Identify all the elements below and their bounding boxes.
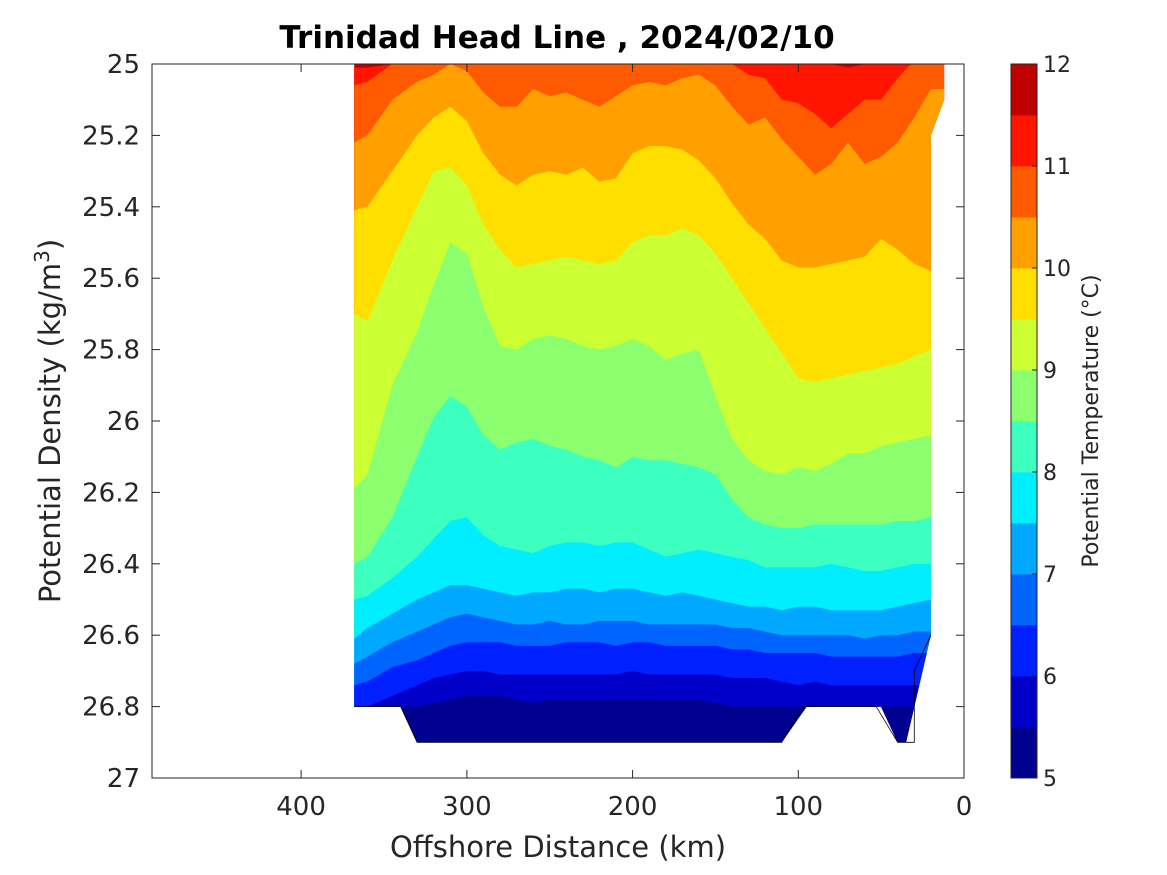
y-axis-label-close: ) [33, 239, 67, 250]
colorbar-tick-label: 5 [1043, 767, 1057, 792]
x-axis-label: Offshore Distance (km) [390, 830, 726, 864]
colorbar-tick-label: 12 [1043, 53, 1071, 78]
y-axis-label: Potential Density (kg/m3) [30, 239, 67, 603]
data-region [354, 64, 945, 743]
x-tick-label: 400 [276, 792, 326, 822]
colorbar-swatch [1011, 625, 1037, 677]
colorbar-frame [1010, 63, 1038, 779]
colorbar-swatch [1011, 676, 1037, 728]
y-tick-label: 26.6 [82, 621, 140, 651]
colorbar-swatch [1011, 523, 1037, 575]
temperature-bands [354, 64, 945, 743]
y-tick-label: 26.4 [82, 550, 140, 580]
y-axis-label-superscript: 3 [30, 250, 54, 263]
colorbar-swatch [1011, 472, 1037, 524]
x-tick-label: 200 [608, 792, 658, 822]
colorbar-tick-label: 8 [1043, 461, 1057, 486]
y-tick-label: 25.4 [82, 193, 140, 223]
y-tick-label: 26.8 [82, 693, 140, 723]
chart-title: Trinidad Head Line , 2024/02/10 [279, 20, 834, 56]
colorbar-swatch [1011, 574, 1037, 626]
colorbar-swatch [1011, 727, 1037, 779]
x-tick-label: 0 [956, 792, 973, 822]
y-tick-label: 26 [107, 407, 140, 437]
y-tick-label: 25.8 [82, 336, 140, 366]
x-axis-ticks: 400 300 200 100 0 [276, 64, 972, 822]
colorbar-swatch [1011, 115, 1037, 167]
colorbar-tick-label: 6 [1043, 665, 1057, 690]
colorbar-swatch [1011, 64, 1037, 116]
colorbar-tick-label: 10 [1043, 257, 1071, 282]
colorbar-label: Potential Temperature (°C) [1079, 274, 1104, 567]
y-axis-ticks: 25 25.2 25.4 25.6 25.8 26 26.2 26.4 26.6 26.8 27 [82, 50, 964, 794]
bottom-profile-line [354, 635, 932, 743]
colorbar-tick-label: 9 [1043, 359, 1057, 384]
y-tick-label: 25.6 [82, 264, 140, 294]
y-tick-label: 27 [107, 764, 140, 794]
colorbar: 5 6 7 8 9 10 11 12 [1010, 53, 1071, 792]
colorbar-swatch [1011, 217, 1037, 269]
y-tick-label: 25 [107, 50, 140, 80]
y-tick-label: 25.2 [82, 121, 140, 151]
y-tick-label: 26.2 [82, 478, 140, 508]
colorbar-tick-label: 11 [1043, 155, 1071, 180]
colorbar-swatch [1011, 166, 1037, 218]
x-tick-label: 100 [773, 792, 823, 822]
colorbar-tick-label: 7 [1043, 563, 1057, 588]
y-axis-label-main: Potential Density (kg/m [33, 263, 67, 603]
colorbar-swatch [1011, 370, 1037, 422]
colorbar-swatch [1011, 268, 1037, 320]
x-tick-label: 300 [442, 792, 492, 822]
colorbar-swatch [1011, 421, 1037, 473]
colorbar-swatch [1011, 319, 1037, 371]
